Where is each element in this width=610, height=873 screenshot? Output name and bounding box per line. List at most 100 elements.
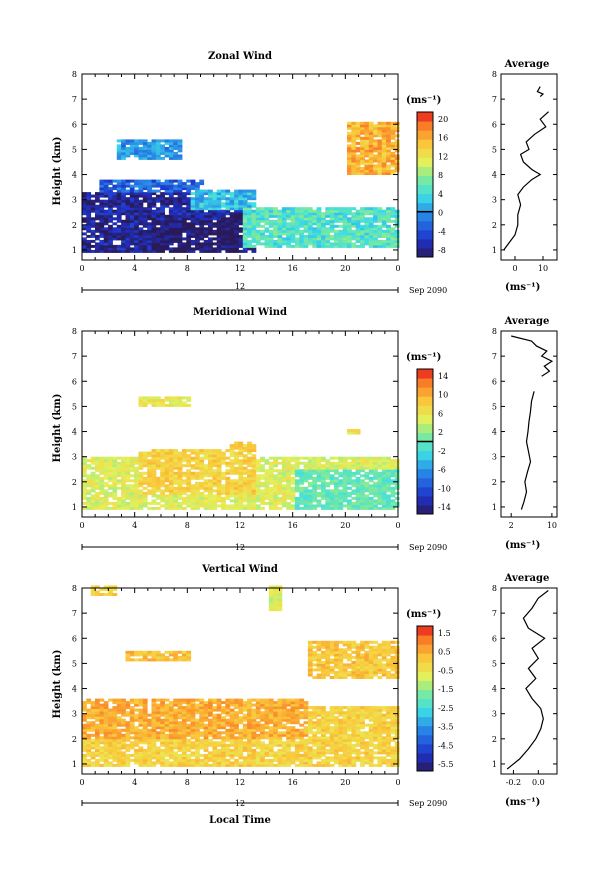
heatmap-cell bbox=[216, 731, 222, 735]
heatmap-cell bbox=[368, 134, 374, 138]
heatmap-cell bbox=[355, 159, 361, 163]
heatmap-cell bbox=[95, 506, 100, 510]
heatmap-cell bbox=[386, 471, 391, 475]
heatmap-cell bbox=[368, 227, 374, 231]
heatmap-cell bbox=[321, 481, 326, 485]
heatmap-cell bbox=[160, 708, 165, 712]
heatmap-cell bbox=[221, 202, 226, 206]
heatmap-cell bbox=[116, 227, 122, 231]
heatmap-cell bbox=[142, 214, 148, 218]
heatmap-cell bbox=[190, 731, 196, 735]
heatmap-cell bbox=[186, 242, 192, 246]
heatmap-cell bbox=[112, 743, 118, 747]
heatmap-cell bbox=[195, 706, 200, 710]
heatmap-cell bbox=[277, 723, 283, 727]
heatmap-cell bbox=[181, 496, 187, 500]
heatmap-cell bbox=[151, 403, 157, 407]
heatmap-cell bbox=[90, 207, 96, 211]
heatmap-cell bbox=[164, 459, 170, 463]
heatmap-cell bbox=[82, 738, 87, 742]
heatmap-cell bbox=[338, 464, 344, 468]
heatmap-cell bbox=[221, 711, 226, 715]
heatmap-cell bbox=[303, 731, 309, 735]
heatmap-cell bbox=[247, 706, 252, 710]
heatmap-cell bbox=[138, 464, 144, 468]
heatmap-cell bbox=[255, 214, 261, 218]
heatmap-cell bbox=[368, 151, 374, 155]
heatmap-cell bbox=[90, 489, 96, 493]
heatmap-cell bbox=[177, 471, 183, 475]
heatmap-cell bbox=[360, 499, 365, 503]
heatmap-cell bbox=[125, 748, 131, 752]
colorbar-unit: (ms⁻¹) bbox=[406, 609, 441, 620]
heatmap-cell bbox=[234, 207, 239, 211]
heatmap-cell bbox=[108, 224, 113, 228]
heatmap-cell bbox=[86, 484, 92, 488]
heatmap-cell bbox=[155, 738, 161, 742]
heatmap-cell bbox=[299, 703, 305, 707]
profile-y-tick-label: 7 bbox=[492, 352, 497, 361]
heatmap-cell bbox=[321, 214, 326, 218]
heatmap-cell bbox=[86, 723, 92, 727]
heatmap-cell bbox=[377, 169, 383, 173]
heatmap-cell bbox=[138, 214, 144, 218]
heatmap-cell bbox=[112, 232, 118, 236]
heatmap-cell bbox=[212, 698, 218, 702]
heatmap-cell bbox=[138, 247, 144, 251]
heatmap-cell bbox=[134, 756, 139, 760]
heatmap-cell bbox=[229, 736, 235, 740]
heatmap-cell bbox=[138, 182, 144, 186]
heatmap-cell bbox=[268, 763, 274, 767]
heatmap-cell bbox=[307, 728, 313, 732]
heatmap-cell bbox=[329, 461, 335, 465]
heatmap-cell bbox=[221, 229, 226, 233]
heatmap-cell bbox=[181, 244, 187, 248]
heatmap-cell bbox=[103, 187, 109, 191]
heatmap-cell bbox=[186, 396, 192, 400]
heatmap-cell bbox=[112, 746, 118, 750]
heatmap-cell bbox=[147, 224, 152, 228]
heatmap-cell bbox=[281, 713, 287, 717]
heatmap-cell bbox=[321, 489, 326, 493]
heatmap-cell bbox=[160, 398, 165, 402]
heatmap-cell bbox=[351, 139, 357, 143]
heatmap-cell bbox=[134, 229, 139, 233]
heatmap-cell bbox=[234, 194, 239, 198]
heatmap-cell bbox=[142, 464, 148, 468]
heatmap-cell bbox=[147, 748, 152, 752]
heatmap-cell bbox=[264, 207, 270, 211]
heatmap-cell bbox=[108, 501, 113, 505]
heatmap-cell bbox=[199, 464, 205, 468]
heatmap-cell bbox=[242, 728, 248, 732]
heatmap-cell bbox=[312, 459, 318, 463]
heatmap-cell bbox=[255, 217, 261, 221]
heatmap-cell bbox=[134, 204, 139, 208]
heatmap-cell bbox=[82, 716, 87, 720]
heatmap-cell bbox=[129, 653, 135, 657]
heatmap-cell bbox=[155, 721, 161, 725]
heatmap-cell bbox=[134, 753, 139, 757]
heatmap-cell bbox=[273, 713, 278, 717]
heatmap-cell bbox=[242, 476, 248, 480]
heatmap-cell bbox=[190, 763, 196, 767]
heatmap-cell bbox=[168, 753, 174, 757]
heatmap-cell bbox=[234, 751, 239, 755]
heatmap-cell bbox=[90, 761, 96, 765]
heatmap-cell bbox=[221, 234, 226, 238]
heatmap-cell bbox=[138, 491, 144, 495]
heatmap-cell bbox=[199, 456, 205, 460]
heatmap-cell bbox=[168, 249, 174, 253]
heatmap-cell bbox=[86, 229, 92, 233]
heatmap-cell bbox=[134, 741, 139, 745]
heatmap-cell bbox=[355, 212, 361, 216]
heatmap-cell bbox=[164, 753, 170, 757]
heatmap-cell bbox=[373, 169, 378, 173]
heatmap-cell bbox=[251, 239, 257, 243]
heatmap-cell bbox=[164, 698, 170, 702]
heatmap-cell bbox=[112, 187, 118, 191]
heatmap-cell bbox=[195, 194, 200, 198]
heatmap-cell bbox=[364, 134, 370, 138]
heatmap-cell bbox=[138, 219, 144, 223]
heatmap-cell bbox=[173, 227, 178, 231]
heatmap-cell bbox=[190, 207, 196, 211]
